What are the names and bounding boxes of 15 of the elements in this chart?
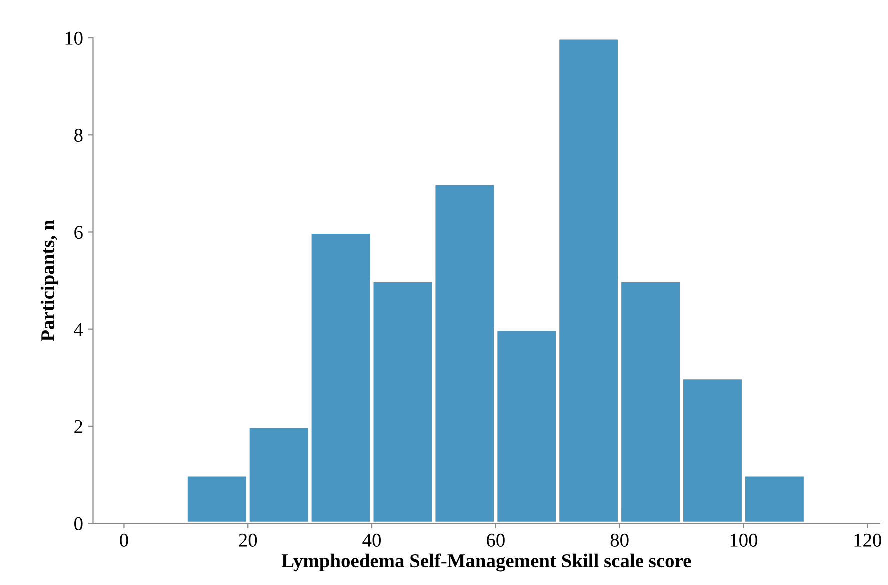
x-axis-title: Lymphoedema Self-Management Skill scale score [282, 554, 692, 572]
x-tick-label: 0 [120, 534, 128, 547]
y-tick-label: 6 [74, 226, 83, 240]
y-tick-label: 8 [74, 128, 83, 142]
y-tick-label: 2 [74, 420, 82, 434]
x-tick-label: 40 [362, 534, 381, 547]
y-axis-title: Participants, n [40, 220, 59, 342]
x-tick-label: 60 [487, 534, 505, 547]
y-tick-label: 10 [66, 32, 83, 45]
x-tick-label: 80 [610, 534, 629, 547]
y-tick-label: 4 [74, 323, 84, 336]
x-tick-label: 20 [239, 534, 258, 547]
x-tick-label: 120 [854, 534, 882, 547]
x-tick-label: 100 [730, 534, 758, 547]
y-tick-label: 0 [74, 517, 83, 531]
